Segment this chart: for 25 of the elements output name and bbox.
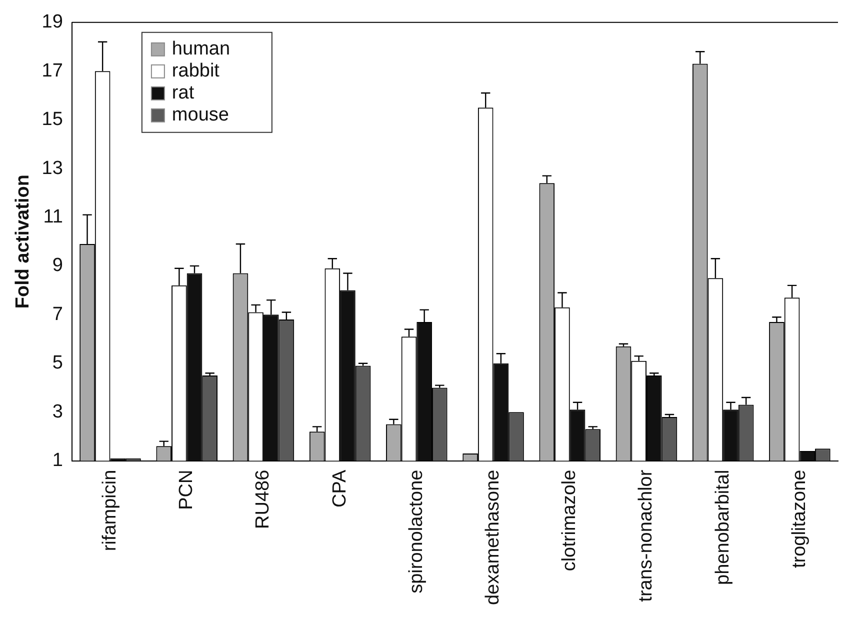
- y-tick-label: 15: [42, 109, 63, 130]
- y-tick-label: 1: [52, 450, 63, 472]
- y-tick-label: 5: [52, 352, 63, 374]
- legend-label: rat: [172, 82, 195, 104]
- x-tick-label: trans-nonachlor: [636, 469, 657, 602]
- x-tick-label: PCN: [176, 470, 198, 510]
- x-tick-label: clotrimazole: [559, 470, 580, 572]
- x-tick-label: rifampicin: [99, 470, 120, 552]
- x-tick-label: phenobarbital: [712, 470, 734, 585]
- y-tick-label: 13: [42, 158, 63, 179]
- y-tick-label: 3: [52, 401, 63, 422]
- legend-label: rabbit: [172, 60, 220, 82]
- x-tick-label: troglitazone: [788, 470, 810, 568]
- y-tick-label: 11: [43, 206, 63, 228]
- x-tick-label: dexamethasone: [482, 470, 504, 606]
- y-tick-label: 9: [52, 255, 63, 276]
- legend-label: human: [172, 38, 230, 60]
- y-tick-label: 19: [42, 12, 63, 33]
- legend-label: mouse: [172, 104, 229, 126]
- y-tick-label: 7: [52, 304, 63, 325]
- y-tick-label: 17: [42, 60, 63, 82]
- y-axis-title: Fold activation: [12, 174, 34, 309]
- x-tick-label: CPA: [329, 469, 350, 508]
- x-tick-label: spironolactone: [406, 470, 427, 594]
- x-tick-label: RU486: [252, 470, 274, 529]
